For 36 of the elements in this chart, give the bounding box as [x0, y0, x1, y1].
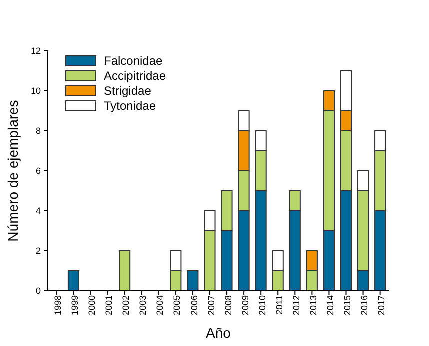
- x-tick-label: 2014: [326, 296, 336, 316]
- y-tick-label: 10: [30, 86, 41, 96]
- x-tick-label: 1998: [52, 296, 63, 316]
- bar: [119, 250, 131, 292]
- x-tick-label: 2009: [240, 296, 250, 316]
- x-tick-label: 2016: [360, 296, 370, 316]
- y-tick-label: 2: [36, 246, 41, 256]
- legend-label: Accipitridae: [104, 69, 166, 83]
- x-tick-label: 2011: [274, 296, 284, 315]
- bar: [68, 270, 80, 292]
- x-tick-label: 2010: [257, 296, 268, 316]
- x-tick-label: 2006: [189, 296, 200, 316]
- x-tick-label: 2002: [121, 296, 132, 316]
- x-tick-label: 2008: [223, 296, 234, 316]
- x-axis-title: Año: [206, 325, 232, 341]
- x-tick-label: 2005: [172, 296, 182, 316]
- y-tick-label: 8: [36, 126, 41, 136]
- y-tick-label: 4: [36, 206, 41, 216]
- x-tick-label: 2012: [291, 296, 302, 316]
- x-tick-label: 2001: [104, 296, 114, 316]
- x-tick-label: 2017: [376, 296, 387, 316]
- y-axis-title: Número de ejemplares: [5, 100, 21, 242]
- y-tick-label: 12: [30, 46, 41, 56]
- y-tick-label: 0: [36, 286, 41, 296]
- x-tick-label: 2013: [308, 296, 318, 316]
- bar: [187, 270, 199, 292]
- x-tick-label: 2004: [155, 296, 166, 316]
- x-tick-label: 2000: [87, 296, 98, 316]
- x-tick-label: 2015: [342, 296, 353, 316]
- legend-label: Strigidae: [104, 84, 152, 98]
- legend-label: Falconidae: [104, 54, 164, 68]
- x-tick-label: 2003: [138, 296, 148, 316]
- y-tick-label: 6: [36, 166, 41, 176]
- x-tick-label: 2007: [206, 296, 216, 316]
- legend-label: Tytonidae: [104, 99, 156, 113]
- x-tick-label: 1999: [70, 296, 80, 316]
